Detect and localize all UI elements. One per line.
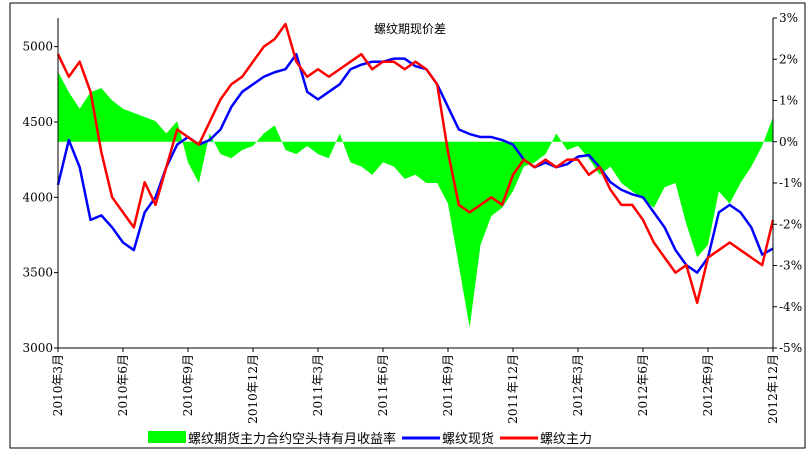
y2-tick-label: 1% [779, 94, 798, 108]
y-tick-label: 3500 [22, 266, 53, 280]
x-tick-label: 2012年12月 [766, 354, 780, 424]
legend-swatch [148, 431, 186, 443]
line [56, 52, 774, 274]
x-tick-label: 2011年9月 [441, 354, 455, 416]
y2-tick-label: -4% [779, 300, 802, 314]
y2-tick-label: 2% [779, 52, 798, 66]
x-tick-label: 2010年9月 [181, 354, 195, 416]
chart-title: 螺纹期现价差 [374, 22, 446, 36]
y2-tick-label: -3% [779, 259, 802, 273]
y2-tick-label: -2% [779, 217, 802, 231]
x-tick-label: 2011年3月 [311, 354, 325, 416]
x-tick-label: 2012年3月 [571, 354, 585, 416]
y-tick-label: 5000 [22, 40, 53, 54]
y2-tick-label: -5% [779, 341, 802, 355]
x-tick-label: 2011年12月 [506, 354, 520, 424]
y-tick-label: 4500 [22, 115, 53, 129]
legend-label: 螺纹主力 [540, 432, 592, 447]
x-tick-label: 2011年6月 [376, 354, 390, 416]
y-tick-label: 3000 [22, 341, 53, 355]
x-tick-label: 2010年3月 [51, 354, 65, 416]
x-tick-label: 2012年6月 [636, 354, 650, 416]
legend-label: 螺纹期货主力合约空头持有月收益率 [188, 431, 396, 447]
frame [9, 2, 806, 449]
legend-label: 螺纹现货 [442, 431, 494, 447]
y2-tick-label: 3% [779, 11, 798, 25]
x-tick-label: 2012年9月 [701, 354, 715, 416]
x-tick-label: 2010年6月 [116, 354, 130, 416]
y2-tick-label: 0% [779, 135, 798, 149]
x-tick-label: 2010年12月 [246, 354, 260, 424]
y2-tick-label: -1% [779, 176, 802, 190]
line [56, 22, 775, 305]
y-tick-label: 4000 [22, 190, 53, 204]
